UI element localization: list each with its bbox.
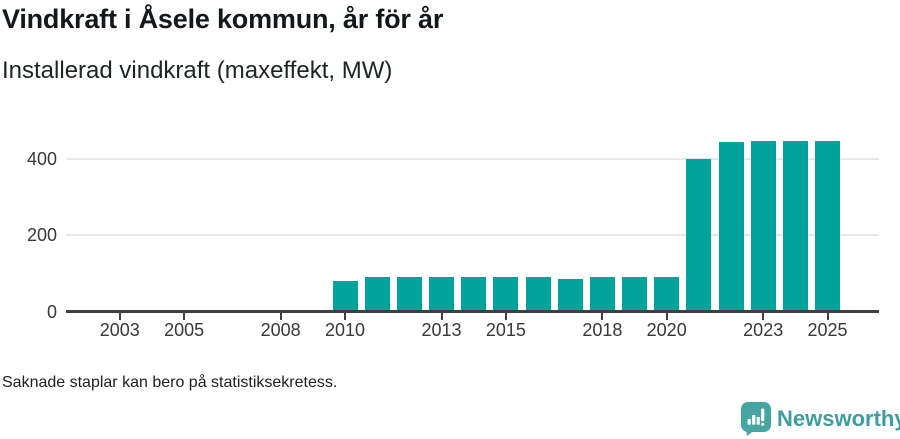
x-axis-tick-2003 [118, 313, 121, 320]
x-axis-tick-2023 [762, 313, 765, 320]
y-axis-label: 200 [26, 225, 57, 245]
bar-2015 [493, 277, 519, 312]
bar-2016 [525, 277, 551, 312]
x-axis-label: 2020 [646, 320, 687, 340]
x-axis-label: 2023 [743, 320, 784, 340]
x-axis-label: 2018 [582, 320, 623, 340]
gridline-200 [66, 234, 879, 236]
x-axis-tick-2015 [504, 313, 507, 320]
bar-2022 [718, 142, 744, 312]
bar-2018 [589, 277, 615, 312]
x-axis-label: 2013 [421, 320, 462, 340]
footnote: Saknade staplar kan bero på statistiksek… [2, 374, 338, 391]
x-axis-label: 2003 [99, 320, 140, 340]
newsworthy-wordmark: Newsworthy [777, 406, 900, 431]
bar-2017 [557, 278, 583, 312]
bar-2019 [622, 277, 648, 312]
x-axis-line [66, 310, 879, 313]
x-axis-tick-2020 [665, 313, 668, 320]
bar-2025 [815, 140, 841, 312]
x-axis-tick-2008 [279, 313, 282, 320]
x-axis-tick-2025 [826, 313, 829, 320]
bar-2013 [429, 277, 454, 312]
x-axis-tick-2010 [344, 313, 346, 320]
x-axis-tick-2018 [601, 313, 604, 320]
bar-2021 [686, 159, 712, 312]
bar-2014 [461, 277, 487, 312]
bar-2012 [396, 277, 422, 312]
x-axis-label: 2005 [164, 320, 205, 340]
bar-2024 [782, 140, 808, 312]
y-axis-label: 0 [46, 301, 57, 322]
bar-2011 [364, 277, 390, 312]
bar-2020 [654, 277, 680, 312]
x-axis-tick-2013 [440, 313, 443, 320]
x-axis-label: 2008 [260, 320, 301, 340]
x-axis-label: 2025 [807, 320, 848, 340]
x-axis-label: 2015 [485, 320, 526, 340]
y-axis-label: 400 [26, 148, 57, 169]
x-axis-label: 2010 [324, 320, 366, 340]
chart-title: Vindkraft i Åsele kommun, år för år [2, 4, 444, 34]
bar-2023 [750, 140, 776, 312]
chart-subtitle: Installerad vindkraft (maxeffekt, MW) [2, 57, 393, 84]
gridline-400 [66, 157, 879, 160]
newsworthy-chart-speech-bubble-icon [741, 402, 771, 436]
bar-2010 [332, 280, 358, 312]
x-axis-tick-2005 [183, 313, 186, 320]
